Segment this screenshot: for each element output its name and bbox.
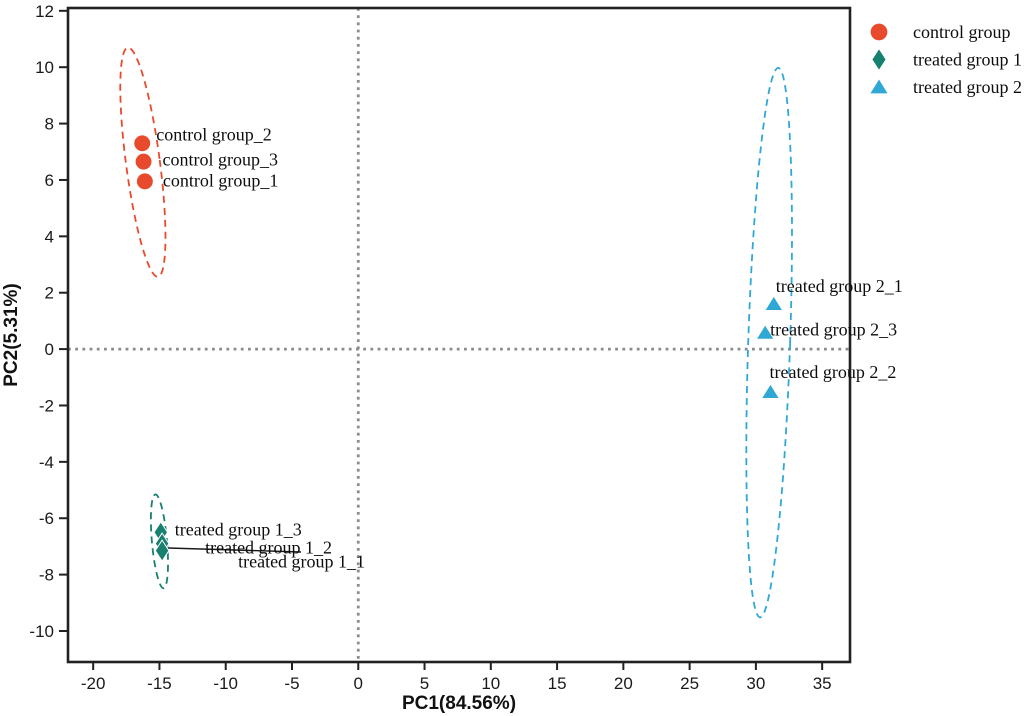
- y-tick-label: 4: [45, 227, 54, 246]
- data-point: [132, 134, 152, 153]
- x-tick-label: 25: [680, 674, 699, 693]
- data-point: [154, 539, 170, 563]
- data-point: [763, 295, 784, 311]
- x-tick-label: 30: [746, 674, 765, 693]
- legend-diamond-icon: [871, 47, 887, 72]
- y-tick-label: -8: [39, 566, 54, 585]
- y-tick-label: 12: [35, 2, 54, 21]
- x-tick-label: -20: [81, 674, 106, 693]
- point-label: treated group 2_2: [769, 362, 896, 382]
- data-point: [760, 382, 781, 399]
- confidence-ellipse: [745, 67, 793, 619]
- legend-label: treated group 2: [913, 77, 1022, 97]
- y-tick-label: -6: [39, 509, 54, 528]
- point-label: treated group 2_3: [770, 320, 897, 340]
- x-tick-label: 5: [420, 674, 429, 693]
- point-label: control group_1: [163, 170, 278, 190]
- x-tick-label: 0: [354, 674, 363, 693]
- legend-label: control group: [913, 22, 1010, 42]
- legend-triangle-icon: [868, 77, 890, 95]
- confidence-ellipse: [119, 46, 167, 278]
- legend-circle-icon: [869, 22, 889, 42]
- y-tick-label: -2: [39, 396, 54, 415]
- x-tick-label: -5: [284, 674, 299, 693]
- y-tick-label: 6: [45, 171, 54, 190]
- point-label: control group_2: [156, 124, 271, 144]
- y-axis-title: PC2(5.31%): [1, 283, 22, 387]
- x-tick-label: 10: [481, 674, 500, 693]
- point-label: control group_3: [163, 150, 278, 170]
- data-point: [134, 152, 153, 171]
- y-tick-label: 2: [45, 284, 54, 303]
- y-tick-label: -4: [39, 453, 54, 472]
- x-axis-title: PC1(84.56%): [402, 693, 516, 714]
- leader-line: [167, 547, 302, 553]
- plot-border: [66, 6, 852, 664]
- point-label: treated group 2_1: [776, 276, 903, 296]
- x-tick-label: -15: [147, 674, 172, 693]
- point-label: treated group 1_2: [205, 538, 332, 558]
- x-tick-label: 15: [548, 674, 567, 693]
- x-tick-label: -10: [213, 674, 238, 693]
- data-point: [755, 323, 776, 340]
- y-tick-label: 10: [35, 58, 54, 77]
- legend-label: treated group 1: [913, 50, 1022, 70]
- y-tick-label: -10: [29, 622, 54, 641]
- x-tick-label: 35: [813, 674, 832, 693]
- point-label: treated group 1_3: [175, 519, 302, 539]
- data-point: [135, 172, 155, 191]
- y-tick-label: 0: [45, 340, 54, 359]
- x-tick-label: 20: [614, 674, 633, 693]
- y-tick-label: 8: [45, 115, 54, 134]
- point-label: treated group 1_1: [238, 552, 365, 572]
